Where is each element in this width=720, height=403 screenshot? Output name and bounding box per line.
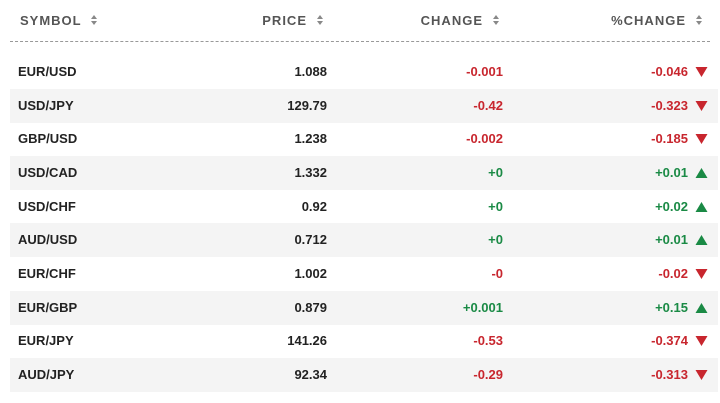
change: -0.001: [466, 64, 503, 79]
down-arrow: [695, 269, 708, 280]
symbol: USD/JPY: [18, 97, 74, 113]
up-arrow: [695, 201, 708, 212]
change: -0.42: [473, 97, 503, 113]
pct-change: +0.02: [655, 198, 688, 214]
header-symbol[interactable]: SYMBOL: [20, 13, 82, 28]
price: 1.332: [294, 165, 327, 180]
table-row[interactable]: EUR/CHF 1.002 -0 -0.02: [10, 257, 718, 291]
symbol: EUR/USD: [18, 64, 77, 79]
symbol: USD/CAD: [18, 165, 78, 180]
up-arrow: [695, 302, 708, 313]
pct-change: -0.323: [651, 97, 688, 113]
pct-change: +0.15: [655, 299, 688, 315]
table-row[interactable]: EUR/GBP 0.879 +0.001 +0.15: [10, 290, 718, 325]
header-change[interactable]: CHANGE: [420, 13, 483, 28]
price: 0.879: [294, 299, 327, 315]
symbol: EUR/GBP: [18, 299, 78, 315]
price: 141.26: [287, 333, 327, 349]
price: 1.238: [294, 131, 327, 147]
change: -0.53: [473, 333, 503, 349]
change: +0: [488, 232, 503, 248]
down-arrow: [695, 370, 708, 381]
symbol: GBP/USD: [18, 131, 78, 147]
sort-icon[interactable]: [695, 14, 703, 26]
sort-icon[interactable]: [90, 14, 98, 26]
symbol: AUD/JPY: [18, 367, 75, 383]
table-row[interactable]: GBP/USD 1.238 -0.002 -0.185: [10, 122, 718, 156]
symbol: EUR/JPY: [18, 333, 74, 349]
table-row[interactable]: USD/CAD 1.332 +0 +0.01: [10, 156, 718, 190]
table-row[interactable]: USD/JPY 129.79 -0.42 -0.323: [10, 88, 718, 123]
header-price[interactable]: PRICE: [262, 13, 307, 28]
sort-icon[interactable]: [316, 14, 324, 26]
price: 129.79: [287, 97, 327, 113]
price: 0.92: [301, 198, 327, 214]
table-row[interactable]: USD/CHF 0.92 +0 +0.02: [10, 190, 718, 224]
pct-change: -0.313: [651, 367, 688, 383]
pct-change: -0.374: [651, 333, 688, 349]
change: +0: [488, 165, 503, 180]
up-arrow: [695, 235, 708, 246]
table-row[interactable]: AUD/USD 0.712 +0 +0.01: [10, 223, 718, 258]
table-row[interactable]: EUR/USD 1.088 -0.001 -0.046: [10, 55, 718, 89]
price: 92.34: [294, 367, 327, 383]
down-arrow: [695, 134, 708, 145]
change: +0.001: [462, 299, 503, 315]
header-pct-change[interactable]: %CHANGE: [611, 13, 686, 28]
change: +0: [488, 198, 503, 214]
symbol: AUD/USD: [18, 232, 78, 248]
price: 0.712: [294, 232, 327, 248]
down-arrow: [695, 100, 708, 111]
table-row[interactable]: AUD/JPY 92.34 -0.29 -0.313: [10, 358, 718, 393]
change: -0: [491, 266, 503, 282]
pct-change: +0.01: [655, 165, 688, 180]
up-arrow: [695, 168, 708, 178]
pct-change: -0.02: [658, 266, 688, 282]
down-arrow: [695, 67, 708, 77]
table-row[interactable]: EUR/JPY 141.26 -0.53 -0.374: [10, 324, 718, 358]
header-divider: [10, 41, 710, 42]
change: -0.002: [466, 131, 503, 147]
sort-icon[interactable]: [492, 14, 500, 26]
change: -0.29: [473, 367, 503, 383]
down-arrow: [695, 336, 708, 347]
price: 1.002: [294, 266, 327, 282]
pct-change: -0.185: [651, 131, 688, 147]
pct-change: -0.046: [651, 64, 688, 79]
price: 1.088: [294, 64, 327, 79]
pct-change: +0.01: [655, 232, 688, 248]
symbol: USD/CHF: [18, 198, 76, 214]
symbol: EUR/CHF: [18, 266, 76, 282]
